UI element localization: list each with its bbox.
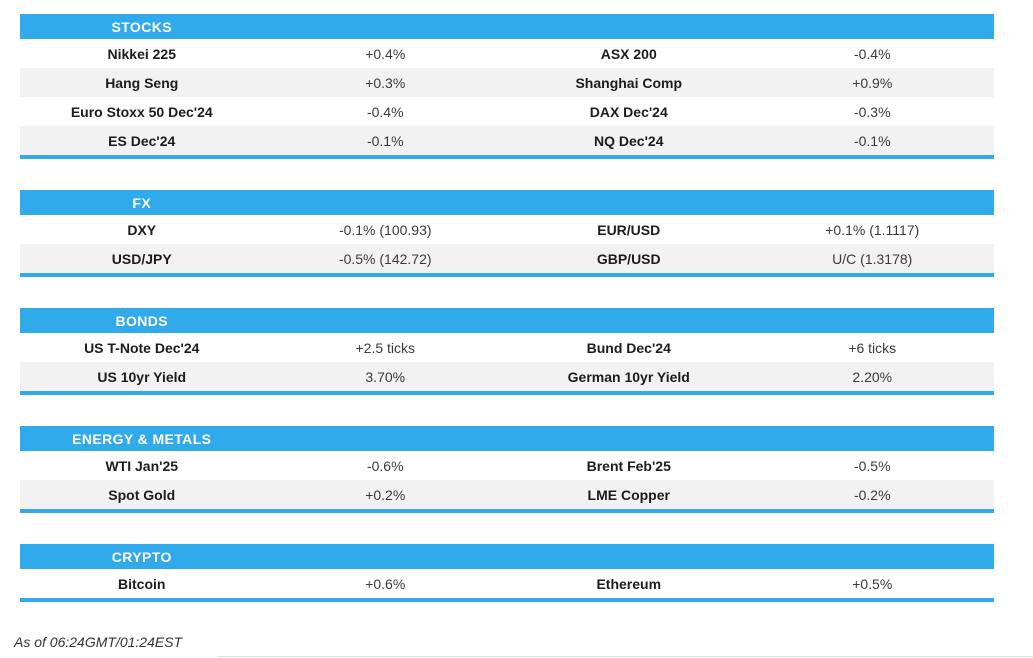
section-energy-metals: ENERGY & METALS WTI Jan'25 -0.6% Brent F…: [20, 426, 994, 513]
bottom-divider: [218, 656, 1033, 657]
market-wrap-tables: STOCKS Nikkei 225 +0.4% ASX 200 -0.4% Ha…: [20, 14, 994, 602]
section-crypto: CRYPTO Bitcoin +0.6% Ethereum +0.5%: [20, 544, 994, 602]
instrument-value: -0.1% (100.93): [338, 221, 432, 238]
section-header-bonds: BONDS: [20, 308, 994, 333]
table-row: Euro Stoxx 50 Dec'24 -0.4% DAX Dec'24 -0…: [20, 97, 994, 126]
instrument-value: U/C (1.3178): [832, 250, 913, 267]
instrument-label: ASX 200: [600, 45, 657, 62]
instrument-label: NQ Dec'24: [594, 132, 664, 149]
table-row: US 10yr Yield 3.70% German 10yr Yield 2.…: [20, 362, 994, 391]
instrument-value: -0.4%: [853, 45, 891, 62]
instrument-value: 2.20%: [852, 368, 893, 385]
instrument-value: -0.1%: [853, 132, 891, 149]
instrument-label: Nikkei 225: [107, 45, 177, 62]
instrument-value: +0.6%: [365, 575, 406, 592]
table-row: USD/JPY -0.5% (142.72) GBP/USD U/C (1.31…: [20, 244, 994, 273]
table-row: DXY -0.1% (100.93) EUR/USD +0.1% (1.1117…: [20, 215, 994, 244]
instrument-label: Spot Gold: [108, 486, 176, 503]
instrument-label: USD/JPY: [111, 250, 172, 267]
section-header-stocks: STOCKS: [20, 14, 994, 39]
section-fx: FX DXY -0.1% (100.93) EUR/USD +0.1% (1.1…: [20, 190, 994, 277]
instrument-value: +6 ticks: [848, 339, 897, 356]
section-title: CRYPTO: [111, 548, 172, 565]
instrument-value: -0.4%: [366, 103, 404, 120]
table-row: Hang Seng +0.3% Shanghai Comp +0.9%: [20, 68, 994, 97]
instrument-value: -0.5% (142.72): [338, 250, 432, 267]
instrument-label: German 10yr Yield: [567, 368, 690, 385]
instrument-value: -0.5%: [853, 457, 891, 474]
instrument-label: WTI Jan'25: [105, 457, 179, 474]
table-row: WTI Jan'25 -0.6% Brent Feb'25 -0.5%: [20, 451, 994, 480]
table-row: Spot Gold +0.2% LME Copper -0.2%: [20, 480, 994, 509]
section-title: ENERGY & METALS: [72, 430, 212, 447]
table-row: Nikkei 225 +0.4% ASX 200 -0.4%: [20, 39, 994, 68]
instrument-label: Bitcoin: [118, 575, 166, 592]
section-header-fx: FX: [20, 190, 994, 215]
section-header-energy-metals: ENERGY & METALS: [20, 426, 994, 451]
instrument-value: -0.6%: [366, 457, 404, 474]
table-row: US T-Note Dec'24 +2.5 ticks Bund Dec'24 …: [20, 333, 994, 362]
section-title: BONDS: [115, 312, 169, 329]
timestamp: As of 06:24GMT/01:24EST: [14, 634, 183, 650]
instrument-label: US T-Note Dec'24: [84, 339, 200, 356]
instrument-label: Euro Stoxx 50 Dec'24: [70, 103, 213, 120]
section-title: STOCKS: [111, 18, 172, 35]
instrument-value: -0.1%: [366, 132, 404, 149]
instrument-value: +2.5 ticks: [355, 339, 416, 356]
instrument-value: -0.2%: [853, 486, 891, 503]
section-bonds: BONDS US T-Note Dec'24 +2.5 ticks Bund D…: [20, 308, 994, 395]
section-stocks: STOCKS Nikkei 225 +0.4% ASX 200 -0.4% Ha…: [20, 14, 994, 159]
instrument-label: LME Copper: [587, 486, 670, 503]
instrument-value: 3.70%: [365, 368, 406, 385]
table-row: ES Dec'24 -0.1% NQ Dec'24 -0.1%: [20, 126, 994, 155]
instrument-value: +0.3%: [365, 74, 406, 91]
instrument-label: Shanghai Comp: [575, 74, 683, 91]
instrument-label: Ethereum: [596, 575, 662, 592]
instrument-value: +0.9%: [852, 74, 893, 91]
instrument-value: -0.3%: [853, 103, 891, 120]
instrument-label: Bund Dec'24: [586, 339, 671, 356]
instrument-value: +0.2%: [365, 486, 406, 503]
section-title: FX: [132, 194, 152, 211]
instrument-value: +0.1% (1.1117): [825, 221, 920, 238]
table-row: Bitcoin +0.6% Ethereum +0.5%: [20, 569, 994, 598]
instrument-label: DXY: [127, 221, 157, 238]
instrument-label: US 10yr Yield: [97, 368, 187, 385]
instrument-label: DAX Dec'24: [589, 103, 668, 120]
instrument-label: ES Dec'24: [108, 132, 176, 149]
instrument-label: Hang Seng: [105, 74, 179, 91]
instrument-label: EUR/USD: [597, 221, 661, 238]
instrument-value: +0.4%: [365, 45, 406, 62]
section-header-crypto: CRYPTO: [20, 544, 994, 569]
instrument-label: GBP/USD: [596, 250, 661, 267]
instrument-value: +0.5%: [852, 575, 893, 592]
instrument-label: Brent Feb'25: [586, 457, 671, 474]
